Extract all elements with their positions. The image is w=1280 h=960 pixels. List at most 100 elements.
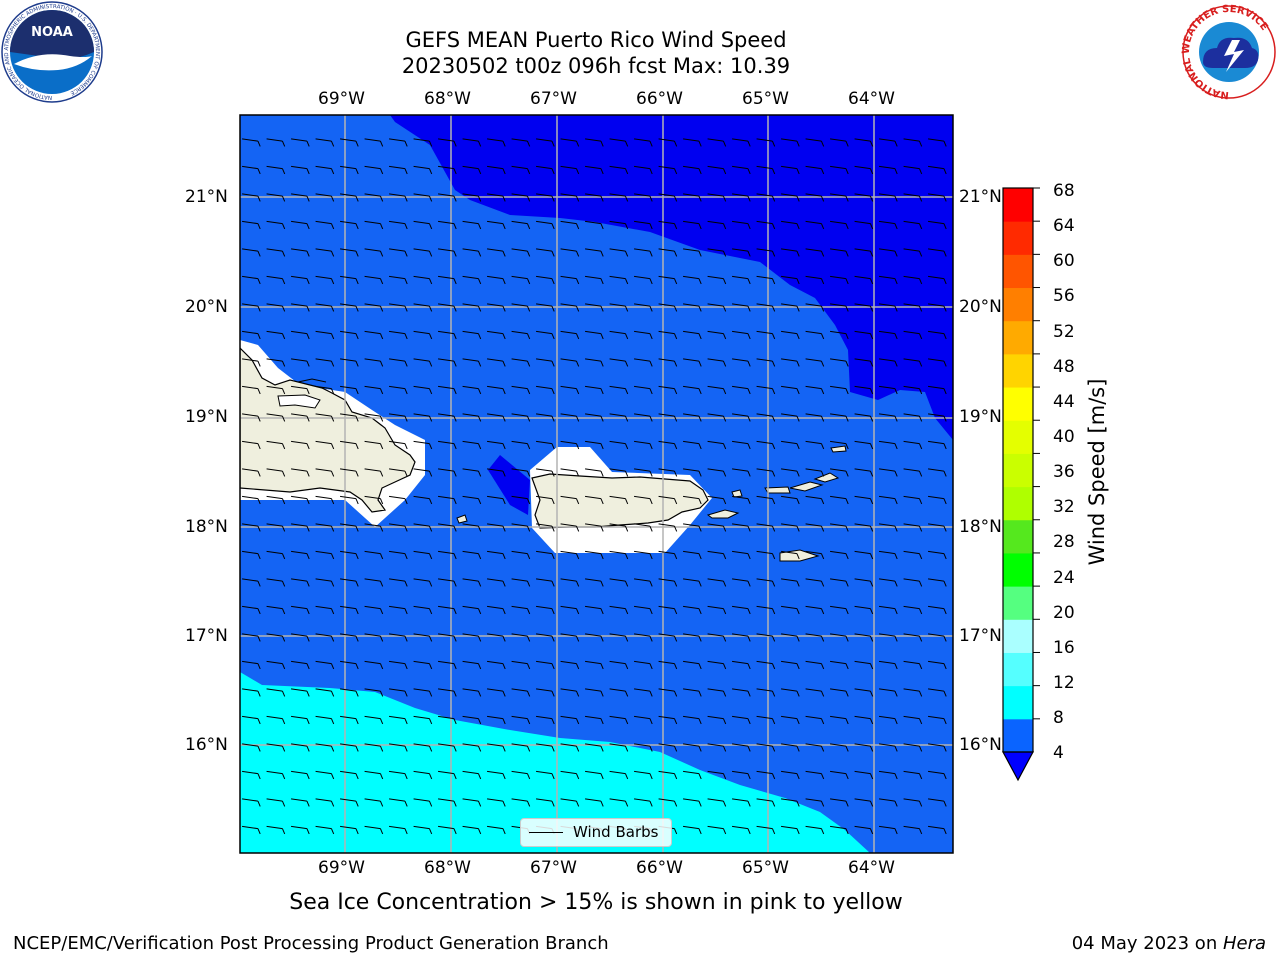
wind-barb-shaft [389, 358, 405, 362]
wind-barb-flag [796, 415, 800, 422]
wind-barb [830, 550, 849, 560]
wind-barb-flag [428, 800, 433, 807]
wind-barb [242, 220, 261, 230]
wind-barb-flag [428, 250, 433, 257]
wind-barb-flag [673, 553, 678, 560]
wind-barb [536, 330, 555, 340]
wind-barb [928, 468, 947, 477]
wind-barb-flag [428, 525, 433, 532]
wind-barb-shaft [266, 303, 283, 307]
wind-barb-shaft [242, 770, 258, 775]
wind-barb-flag [404, 745, 408, 752]
wind-barb-shaft [291, 770, 307, 775]
wind-barb [732, 578, 751, 587]
wind-barb-shaft [854, 798, 871, 802]
wind-barb-shaft [928, 688, 944, 692]
wind-barb-flag [502, 305, 506, 312]
wind-barb-shaft [364, 165, 381, 170]
wind-barb [903, 330, 923, 340]
wind-barb-flag [943, 305, 947, 312]
wind-barb [683, 358, 702, 367]
wind-barb-shaft [340, 715, 356, 720]
wind-barb-flag [502, 443, 506, 450]
wind-barb-flag [747, 223, 751, 230]
wind-barb [413, 825, 433, 835]
wind-barb-shaft [242, 220, 258, 225]
wind-barb-shaft [242, 413, 258, 417]
wind-barb-shaft [903, 798, 920, 802]
wind-barb-flag [673, 415, 678, 422]
footer-machine: Hera [1222, 933, 1266, 954]
wind-barb-shaft [413, 798, 430, 802]
wind-barb [413, 413, 433, 422]
wind-barb [291, 303, 310, 312]
wind-barb-flag [257, 360, 261, 367]
wind-barb [438, 770, 457, 780]
wind-barb-shaft [781, 385, 797, 390]
wind-barb-shaft [511, 660, 528, 665]
wind-barb [732, 385, 751, 395]
wind-barb-flag [404, 333, 408, 340]
wind-barb [585, 303, 604, 312]
wind-barb-flag [281, 525, 286, 532]
wind-barb [242, 303, 261, 312]
wind-barb-shaft [634, 330, 650, 335]
wind-barb-flag [796, 690, 800, 697]
wind-barb-shaft [634, 605, 650, 610]
wind-barb-shaft [413, 413, 430, 417]
wind-barb [879, 605, 898, 615]
wind-barb-shaft [805, 330, 822, 335]
wind-barb [634, 523, 653, 532]
wind-barb-shaft [585, 660, 601, 665]
wind-barb-flag [257, 800, 261, 807]
wind-barb-flag [355, 828, 359, 835]
wind-barb [266, 633, 286, 642]
wind-barb-shaft [389, 550, 405, 555]
wind-barb-flag [404, 443, 408, 450]
wind-barb-shaft [756, 330, 773, 335]
wind-barb [683, 798, 702, 807]
wind-barb [683, 715, 702, 725]
wind-barb-shaft [511, 770, 528, 775]
wind-barb-flag [673, 278, 678, 285]
wind-barb [364, 550, 384, 560]
wind-barb-flag [796, 168, 800, 175]
wind-barb-shaft [315, 248, 332, 252]
wind-barb-flag [918, 470, 923, 477]
wind-barb-flag [624, 415, 629, 422]
wind-barb-flag [306, 663, 310, 670]
wind-barb [438, 660, 457, 670]
wind-barb [536, 688, 555, 697]
wind-barb-flag [771, 250, 776, 257]
wind-barb-shaft [511, 385, 528, 390]
wind-barb-shaft [413, 825, 430, 830]
wind-barb-shaft [536, 193, 552, 197]
wind-barb-shaft [683, 550, 699, 555]
wind-barb [242, 550, 261, 560]
wind-barb-shaft [560, 633, 577, 637]
wind-barb-shaft [756, 743, 773, 747]
wind-barb-shaft [536, 715, 552, 720]
wind-barb [536, 193, 555, 202]
wind-barb-flag [796, 553, 800, 560]
wind-barb-flag [869, 470, 874, 477]
wind-barb-shaft [340, 248, 356, 252]
wind-barb [536, 413, 555, 422]
wind-barb-flag [306, 195, 310, 202]
wind-barb [732, 605, 751, 615]
wind-barb [389, 440, 408, 450]
wind-barb-shaft [536, 688, 552, 692]
wind-barb-shaft [560, 550, 577, 555]
wind-barb-flag [306, 360, 310, 367]
wind-barb-flag [404, 195, 408, 202]
wind-barb [315, 605, 335, 615]
wind-barb-flag [869, 745, 874, 752]
wind-barb-flag [943, 773, 947, 780]
wind-barb [732, 743, 751, 752]
wind-barb-flag [551, 608, 555, 615]
wind-barb-flag [845, 580, 849, 587]
wind-barb-shaft [511, 440, 528, 445]
wind-barb-flag [526, 360, 531, 367]
wind-barb-shaft [364, 275, 381, 280]
wind-barb [830, 688, 849, 697]
